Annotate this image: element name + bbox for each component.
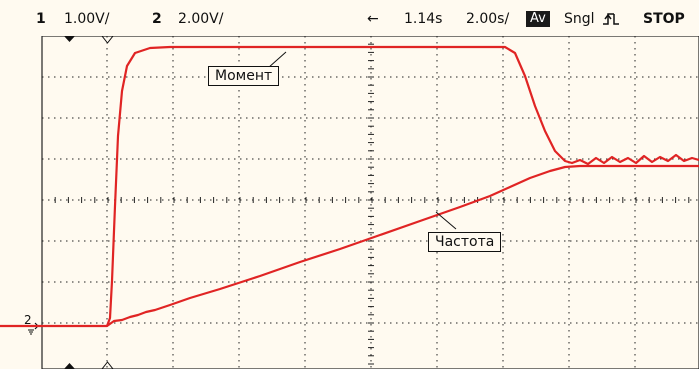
trigger-level-marker-bottom-filled <box>64 363 75 369</box>
channel-2-scale: 2.00V/ <box>178 11 224 27</box>
moment-callout-leader <box>267 51 287 69</box>
channel-1-number: 1 <box>36 11 46 27</box>
trigger-level-marker-top-filled <box>64 36 75 42</box>
time-offset: 1.14s <box>404 11 443 27</box>
trigger-mode: Sngl <box>564 11 595 27</box>
frequency-trace-label: Частота <box>428 232 502 252</box>
time-scale: 2.00s/ <box>466 11 510 27</box>
channel-2-ground-number: 2 <box>24 313 32 327</box>
channel-1-scale: 1.00V/ <box>64 11 110 27</box>
run-state: STOP <box>643 11 685 27</box>
moment-trace <box>0 45 699 328</box>
oscilloscope-display: 2 <box>0 36 699 369</box>
frequency-callout-leader <box>435 211 457 230</box>
trigger-position-marker-bottom <box>101 361 114 369</box>
trigger-edge-icon <box>602 11 620 31</box>
trigger-position-marker-top <box>101 36 114 44</box>
ground-symbol-icon <box>28 329 34 335</box>
trigger-markers <box>64 36 114 369</box>
acquisition-mode-badge: Av <box>526 11 550 27</box>
oscilloscope-status-bar: 1 1.00V/ 2 2.00V/ ← 1.14s 2.00s/ Av Sngl… <box>0 0 699 36</box>
frequency-trace <box>106 164 699 327</box>
channel-2-ground-marker: 2 <box>24 313 39 335</box>
graticule-grid <box>41 36 699 369</box>
time-reference-arrow-icon: ← <box>367 11 379 27</box>
moment-trace-label: Момент <box>208 66 280 86</box>
channel-2-number: 2 <box>152 11 162 27</box>
